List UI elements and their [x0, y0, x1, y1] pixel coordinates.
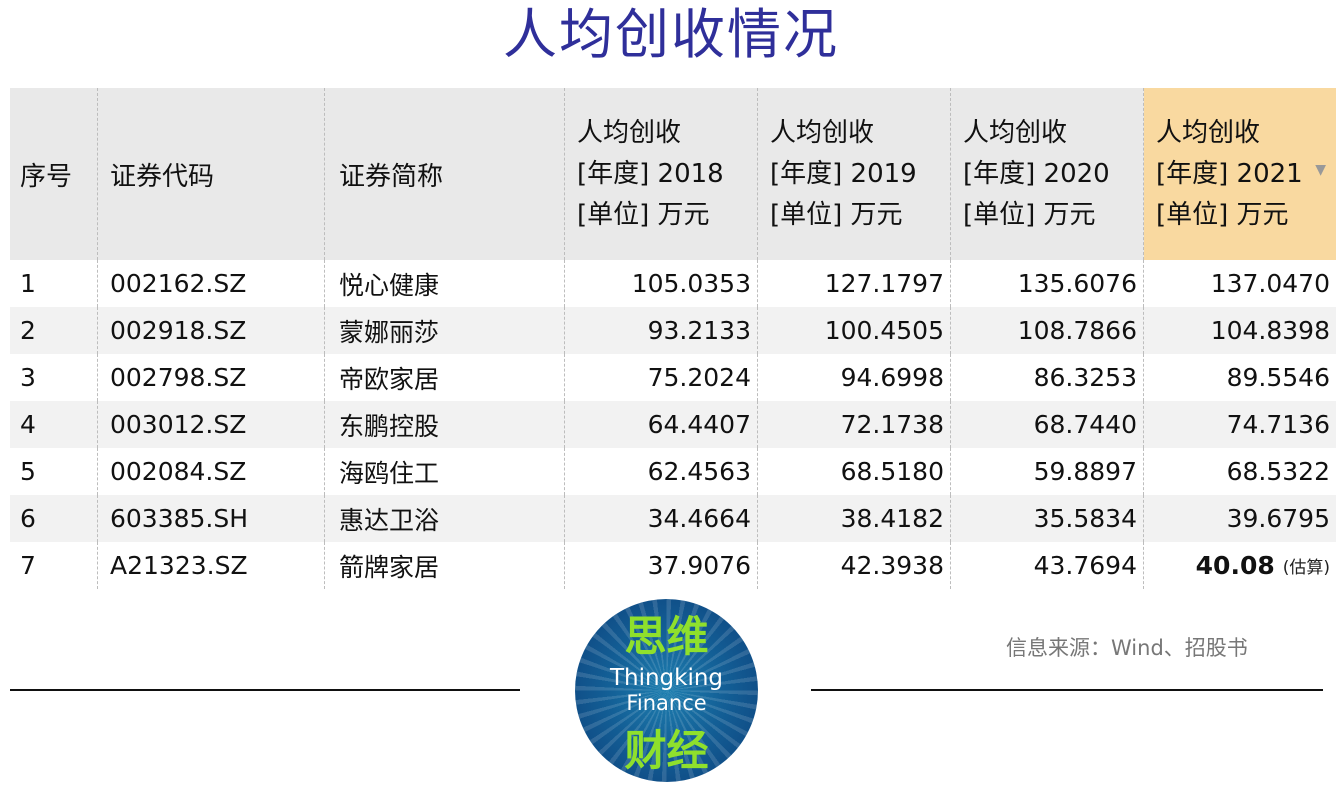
cell-2020: 68.7440	[951, 401, 1144, 448]
cell-2020: 86.3253	[951, 354, 1144, 401]
cell-2020: 59.8897	[951, 448, 1144, 495]
cell-code: 003012.SZ	[98, 401, 325, 448]
cell-2021: 39.6795	[1226, 504, 1330, 533]
header-2020-unit: [单位] 万元	[963, 199, 1096, 230]
table-row: 1 002162.SZ 悦心健康 105.0353 127.1797 135.6…	[10, 260, 1336, 307]
cell-name: 海鸥住工	[325, 448, 565, 495]
cell-2018: 105.0353	[565, 260, 758, 307]
logo-cn-bottom: 财经	[624, 726, 709, 775]
table-row: 7 A21323.SZ 箭牌家居 37.9076 42.3938 43.7694…	[10, 542, 1336, 589]
cell-2020: 135.6076	[951, 260, 1144, 307]
cell-name: 帝欧家居	[325, 354, 565, 401]
cell-code: 002918.SZ	[98, 307, 325, 354]
cell-name: 蒙娜丽莎	[325, 307, 565, 354]
cell-2019: 94.6998	[758, 354, 951, 401]
cell-2021: 89.5546	[1226, 363, 1330, 392]
left-divider	[10, 689, 520, 691]
cell-2018: 75.2024	[565, 354, 758, 401]
logo-rays	[575, 599, 758, 782]
estimate-note: (估算)	[1282, 558, 1330, 578]
cell-code: 002798.SZ	[98, 354, 325, 401]
header-2018-year: [年度] 2018	[577, 158, 724, 189]
cell-2021: 137.0470	[1210, 269, 1330, 298]
estimate-value: 40.08	[1195, 551, 1275, 580]
header-2018-metric: 人均创收	[577, 117, 682, 148]
header-2021[interactable]: 人均创收 [年度] 2021 [单位] 万元 ▼	[1144, 88, 1336, 260]
header-2021-unit: [单位] 万元	[1156, 199, 1289, 230]
logo-en-line1: Thingking	[609, 665, 724, 691]
cell-2020: 108.7866	[951, 307, 1144, 354]
cell-2019: 100.4505	[758, 307, 951, 354]
sort-descending-icon[interactable]: ▼	[1315, 162, 1326, 178]
header-index[interactable]: 序号	[10, 88, 98, 260]
table-row: 6 603385.SH 惠达卫浴 34.4664 38.4182 35.5834…	[10, 495, 1336, 542]
cell-2018: 37.9076	[565, 542, 758, 589]
header-2021-metric: 人均创收	[1156, 117, 1261, 148]
cell-name: 悦心健康	[325, 260, 565, 307]
source-note: 信息来源：Wind、招股书	[1006, 636, 1248, 660]
cell-2018: 62.4563	[565, 448, 758, 495]
table-row: 4 003012.SZ 东鹏控股 64.4407 72.1738 68.7440…	[10, 401, 1336, 448]
right-divider	[811, 689, 1323, 691]
header-2019-unit: [单位] 万元	[770, 199, 903, 230]
table-header-row: 序号 证券代码 证券简称 人均创收 [年度] 2018 [单位] 万元 人均创收…	[10, 88, 1336, 260]
cell-2020: 43.7694	[951, 542, 1144, 589]
header-name[interactable]: 证券简称	[325, 88, 565, 260]
cell-name: 箭牌家居	[325, 542, 565, 589]
table-row: 2 002918.SZ 蒙娜丽莎 93.2133 100.4505 108.78…	[10, 307, 1336, 354]
cell-2018: 93.2133	[565, 307, 758, 354]
table-row: 3 002798.SZ 帝欧家居 75.2024 94.6998 86.3253…	[10, 354, 1336, 401]
data-table: 序号 证券代码 证券简称 人均创收 [年度] 2018 [单位] 万元 人均创收…	[10, 88, 1336, 589]
cell-2021: 68.5322	[1226, 457, 1330, 486]
cell-name: 惠达卫浴	[325, 495, 565, 542]
header-2021-year: [年度] 2021	[1156, 158, 1303, 189]
logo-en-line2: Finance	[626, 691, 707, 715]
cell-code: 603385.SH	[98, 495, 325, 542]
logo-cn-top: 思维	[624, 612, 709, 661]
page-title: 人均创收情况	[503, 3, 839, 66]
header-2019-year: [年度] 2019	[770, 158, 917, 189]
cell-2019: 42.3938	[758, 542, 951, 589]
cell-code: 002084.SZ	[98, 448, 325, 495]
cell-name: 东鹏控股	[325, 401, 565, 448]
cell-index: 5	[10, 448, 98, 495]
cell-2019: 68.5180	[758, 448, 951, 495]
header-2018[interactable]: 人均创收 [年度] 2018 [单位] 万元	[565, 88, 758, 260]
cell-2021-estimate: 40.08 (估算)	[1144, 542, 1336, 589]
cell-2021: 74.7136	[1226, 410, 1330, 439]
header-2019-metric: 人均创收	[770, 117, 875, 148]
header-2020[interactable]: 人均创收 [年度] 2020 [单位] 万元	[951, 88, 1144, 260]
cell-code: 002162.SZ	[98, 260, 325, 307]
cell-index: 6	[10, 495, 98, 542]
header-2018-unit: [单位] 万元	[577, 199, 710, 230]
header-2020-metric: 人均创收	[963, 117, 1068, 148]
cell-2020: 35.5834	[951, 495, 1144, 542]
cell-code: A21323.SZ	[98, 542, 325, 589]
cell-2019: 127.1797	[758, 260, 951, 307]
cell-index: 7	[10, 542, 98, 589]
cell-index: 3	[10, 354, 98, 401]
cell-2018: 34.4664	[565, 495, 758, 542]
cell-2018: 64.4407	[565, 401, 758, 448]
cell-index: 4	[10, 401, 98, 448]
cell-index: 1	[10, 260, 98, 307]
header-2020-year: [年度] 2020	[963, 158, 1110, 189]
cell-2019: 38.4182	[758, 495, 951, 542]
cell-2021: 104.8398	[1210, 316, 1330, 345]
cell-index: 2	[10, 307, 98, 354]
table-row: 5 002084.SZ 海鸥住工 62.4563 68.5180 59.8897…	[10, 448, 1336, 495]
thinking-finance-logo: 思维 Thingking Finance 财经	[575, 599, 758, 782]
header-2019[interactable]: 人均创收 [年度] 2019 [单位] 万元	[758, 88, 951, 260]
header-code[interactable]: 证券代码	[98, 88, 325, 260]
cell-2019: 72.1738	[758, 401, 951, 448]
